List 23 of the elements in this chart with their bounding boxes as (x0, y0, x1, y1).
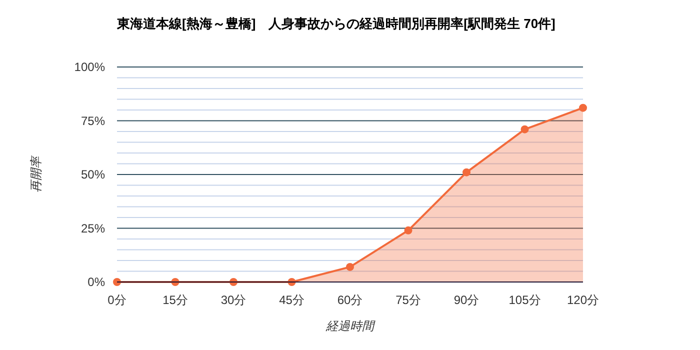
x-tick-label: 75分 (396, 293, 421, 307)
point (520, 125, 529, 134)
y-tick-label: 0% (88, 275, 106, 290)
x-axis-title: 経過時間 (325, 319, 376, 333)
x-tick-label: 45分 (279, 293, 304, 307)
y-tick-label: 100% (74, 60, 106, 74)
chart-title: 東海道本線[熱海～豊橋] 人身事故からの経過時間別再開率[駅間発生 70件] (116, 16, 556, 31)
point (579, 104, 587, 112)
x-tick-label: 105分 (508, 293, 541, 307)
x-tick-label: 120分 (566, 293, 600, 307)
point (346, 262, 354, 271)
point (113, 278, 121, 286)
point (404, 226, 412, 234)
x-tick-label: 30分 (220, 293, 246, 307)
x-tick-label: 60分 (337, 293, 363, 307)
x-tick-label: 90分 (454, 293, 480, 307)
y-tick-label: 25% (80, 221, 106, 236)
y-tick-label: 75% (80, 114, 106, 128)
point (462, 168, 470, 176)
x-tick-label: 15分 (162, 293, 188, 307)
y-tick-label: 50% (80, 168, 106, 182)
x-tick-label: 0分 (108, 293, 126, 307)
y-axis-title: 再開率 (29, 154, 43, 192)
